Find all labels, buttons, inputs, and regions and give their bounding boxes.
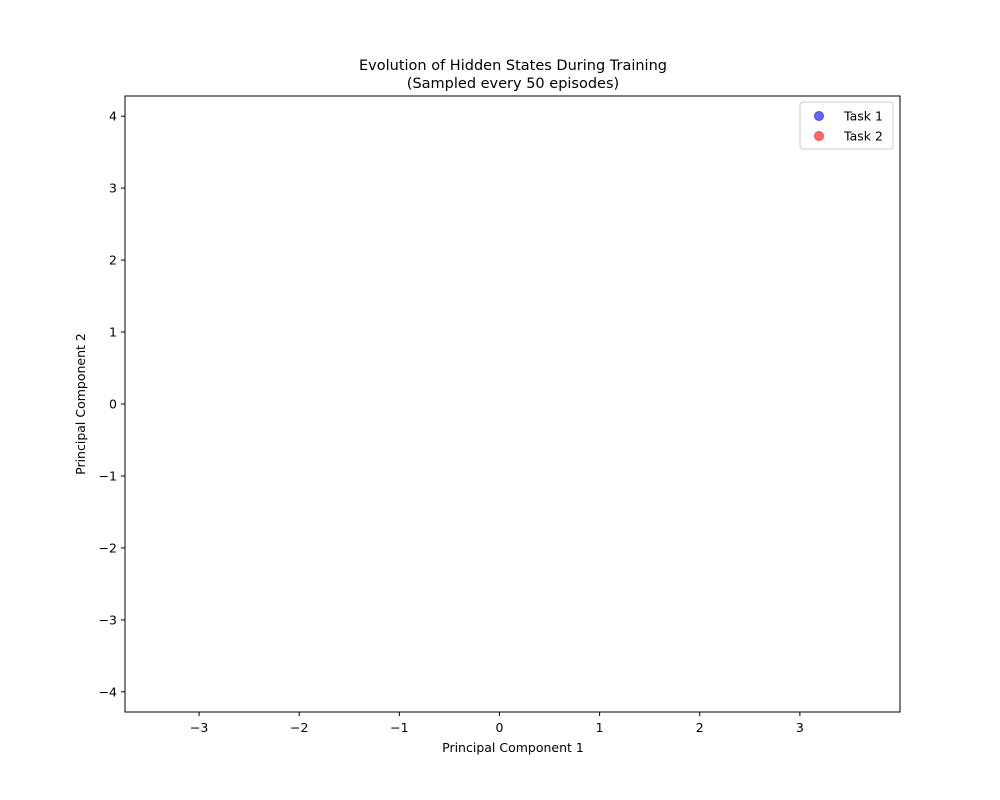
legend-marker-task-1 [814,111,824,121]
y-axis-ticks: −4 −3 −2 −1 0 1 2 3 4 [99,109,125,699]
y-tick-label: −4 [99,684,117,699]
legend-marker-task-2 [814,131,824,141]
y-tick-label: −3 [99,612,117,627]
y-axis-label: Principal Component 2 [73,333,88,475]
y-tick-label: 0 [109,397,117,412]
plot-frame [124,95,901,713]
y-tick-label: 1 [109,325,117,340]
plot-area [125,96,900,712]
legend-items: Task 1 Task 2 [814,109,883,144]
x-tick-label: −3 [190,720,208,735]
y-tick-label: 3 [109,181,117,196]
x-axis-label: Principal Component 1 [442,740,584,755]
legend: Task 1 Task 2 [799,101,894,150]
legend-label-task-2: Task 2 [843,129,883,144]
chart-subtitle: (Sampled every 50 episodes) [407,76,619,92]
y-tick-label: 2 [109,253,117,268]
y-tick-label: −2 [99,540,117,555]
y-tick-label: −1 [99,468,117,483]
y-tick-label: 4 [109,109,117,124]
x-tick-label: 0 [496,720,504,735]
chart-title: Evolution of Hidden States During Traini… [359,58,667,74]
legend-label-task-1: Task 1 [843,109,883,124]
x-tick-label: 2 [696,720,704,735]
x-axis-ticks: −3 −2 −1 0 1 2 3 [190,712,804,735]
x-tick-label: 1 [596,720,604,735]
x-tick-label: 3 [796,720,804,735]
x-tick-label: −2 [290,720,308,735]
plot-background [125,96,900,712]
x-tick-label: −1 [390,720,408,735]
